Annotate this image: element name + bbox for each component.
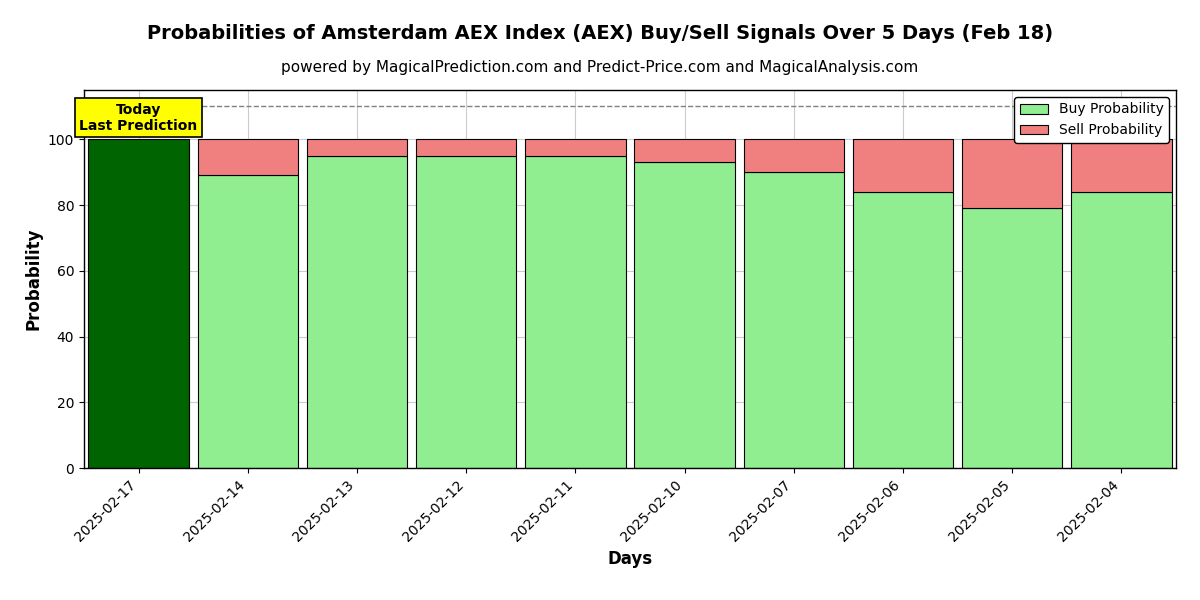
Y-axis label: Probability: Probability <box>24 228 42 330</box>
Bar <box>962 139 1062 208</box>
Bar <box>307 156 407 468</box>
Text: Today
Last Prediction: Today Last Prediction <box>79 103 198 133</box>
Bar <box>526 156 625 468</box>
Bar <box>89 139 188 468</box>
Text: powered by MagicalPrediction.com and Predict-Price.com and MagicalAnalysis.com: powered by MagicalPrediction.com and Pre… <box>281 60 919 75</box>
Bar <box>198 175 298 468</box>
Bar <box>526 139 625 156</box>
Bar <box>416 139 516 156</box>
Bar <box>1072 192 1171 468</box>
Bar <box>744 139 844 172</box>
Bar <box>198 139 298 175</box>
Bar <box>853 192 953 468</box>
Bar <box>1072 139 1171 192</box>
Bar <box>635 163 734 468</box>
Bar <box>307 139 407 156</box>
Text: Probabilities of Amsterdam AEX Index (AEX) Buy/Sell Signals Over 5 Days (Feb 18): Probabilities of Amsterdam AEX Index (AE… <box>146 24 1054 43</box>
Legend: Buy Probability, Sell Probability: Buy Probability, Sell Probability <box>1014 97 1169 143</box>
X-axis label: Days: Days <box>607 550 653 568</box>
Bar <box>635 139 734 163</box>
Bar <box>416 156 516 468</box>
Bar <box>962 208 1062 468</box>
Bar <box>853 139 953 192</box>
Bar <box>744 172 844 468</box>
